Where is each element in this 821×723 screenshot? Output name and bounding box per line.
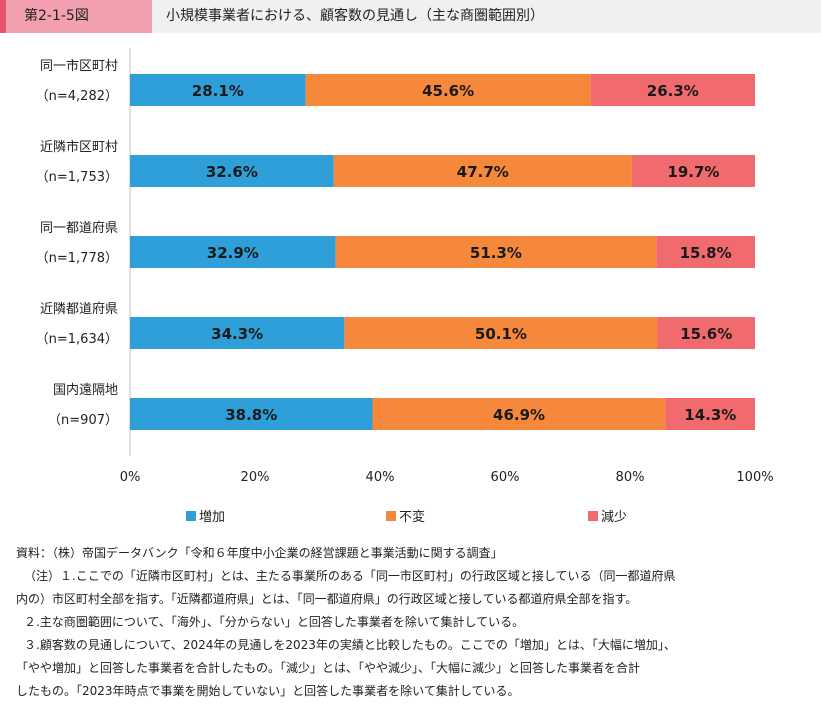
category-label: 同一市区町村 — [40, 58, 118, 74]
data-label: 47.7% — [457, 163, 509, 181]
bar-segment — [372, 398, 666, 430]
figure-title: 小規模事業者における、顧客数の見通し（主な商圏範囲別） — [152, 0, 821, 33]
bar-segment — [130, 155, 334, 187]
note-line: （注）１.ここでの「近隣市区町村」とは、主たる事業所のある「同一市区町村」の行政… — [24, 569, 676, 583]
stacked-bar-chart: 28.1% 45.6% 26.3% 同一市区町村 （n=4,282） 32.6% 47.7%… — [36, 48, 774, 525]
bar-segment — [130, 398, 373, 430]
note-line: したもの。「2023年時点で事業を開始していない」と回答した事業者を除いて集計し… — [16, 684, 520, 698]
bar-segment — [333, 155, 632, 187]
data-label: 19.7% — [667, 163, 719, 181]
data-label: 15.8% — [680, 244, 732, 262]
data-label: 32.9% — [207, 244, 259, 262]
x-tick-label: 40% — [366, 470, 395, 485]
figure-number: 第2-1-5図 — [0, 0, 152, 33]
data-label: 50.1% — [475, 325, 527, 343]
x-tick-label: 60% — [491, 470, 520, 485]
chart-notes: 資料：（株）帝国データバンク「令和６年度中小企業の経営課題と事業活動に関する調査… — [16, 542, 816, 703]
category-count-label: （n=1,753） — [36, 170, 118, 185]
legend-swatch — [386, 511, 396, 521]
data-label: 28.1% — [192, 82, 244, 100]
data-label: 14.3% — [684, 406, 736, 424]
category-label: 同一都道府県 — [40, 221, 118, 236]
x-tick-label: 80% — [616, 470, 645, 485]
bar-segment — [631, 155, 755, 187]
note-line: ２.主な商圏範囲について、「海外」、「分からない」と回答した事業者を除いて集計し… — [24, 615, 525, 629]
category-count-label: （n=4,282） — [36, 89, 118, 104]
x-tick-label: 0% — [120, 470, 141, 485]
data-label: 34.3% — [211, 325, 263, 343]
bar-segment — [130, 317, 345, 349]
data-label: 45.6% — [422, 82, 474, 100]
bar-segment — [590, 74, 755, 106]
figure-header: 第2-1-5図 小規模事業者における、顧客数の見通し（主な商圏範囲別） — [0, 0, 821, 33]
bar-segment — [130, 74, 306, 106]
category-count-label: （n=907） — [48, 413, 118, 428]
note-line: 内の）市区町村全部を指す。「近隣都道府県」とは、「同一都道府県」の行政区域と接し… — [16, 592, 638, 606]
data-label: 32.6% — [206, 163, 258, 181]
data-label: 38.8% — [225, 406, 277, 424]
bar-segment — [344, 317, 658, 349]
bar-segment — [335, 236, 657, 268]
note-line: 「やや増加」と回答した事業者を合計したもの。「減少」とは、「やや減少」、「大幅に… — [16, 661, 641, 675]
bar-segment — [656, 236, 755, 268]
category-label: 近隣都道府県 — [40, 301, 118, 317]
bar-segment — [665, 398, 755, 430]
legend-swatch — [186, 511, 196, 521]
legend-label: 減少 — [601, 509, 627, 525]
data-label: 15.6% — [680, 325, 732, 343]
x-tick-label: 20% — [241, 470, 270, 485]
category-count-label: （n=1,778） — [36, 251, 118, 266]
legend-swatch — [588, 511, 598, 521]
category-label: 国内遠隔地 — [53, 382, 118, 398]
category-label: 近隣市区町村 — [40, 139, 118, 155]
bar-segment — [657, 317, 755, 349]
bar-segment — [305, 74, 591, 106]
legend-label: 増加 — [199, 510, 225, 525]
bar-segment — [130, 236, 336, 268]
note-line: ３.顧客数の見通しについて、2024年の見通しを2023年の実績と比較したもの。… — [24, 638, 676, 652]
source-note: 資料：（株）帝国データバンク「令和６年度中小企業の経営課題と事業活動に関する調査… — [16, 546, 503, 560]
category-count-label: （n=1,634） — [36, 332, 118, 347]
x-tick-label: 100% — [736, 470, 773, 485]
data-label: 51.3% — [470, 244, 522, 262]
data-label: 26.3% — [647, 82, 699, 100]
data-label: 46.9% — [493, 406, 545, 424]
legend-label: 不変 — [399, 509, 425, 525]
